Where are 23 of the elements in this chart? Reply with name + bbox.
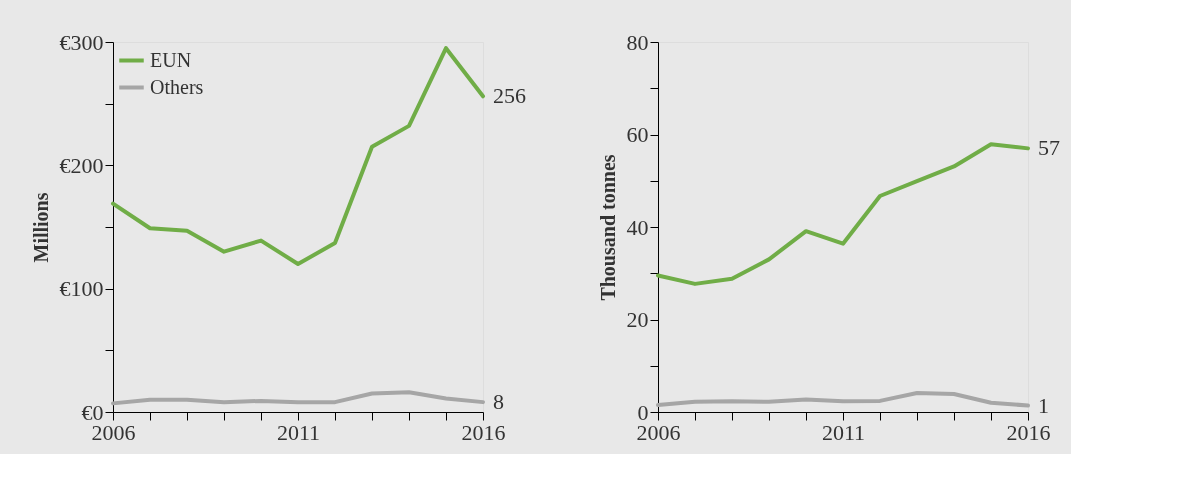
y-tick-label: €300	[59, 29, 104, 55]
data-label: 57	[1038, 135, 1060, 161]
line-series	[111, 390, 485, 406]
x-tick-label: 2016	[1006, 419, 1051, 445]
data-label: 1	[1038, 392, 1049, 418]
line-series	[656, 391, 1030, 408]
y-tick-label: €200	[59, 152, 104, 178]
y-tick-label: 60	[626, 122, 649, 147]
line-series	[656, 142, 1030, 286]
y-axis-title: Thousand tonnes	[596, 154, 619, 301]
y-tick-label: €100	[59, 276, 104, 302]
data-label: 256	[493, 83, 526, 109]
x-tick-label: 2011	[821, 419, 866, 445]
line-series	[111, 46, 485, 266]
data-label: 8	[493, 389, 504, 415]
y-tick-label: 20	[626, 307, 649, 332]
y-axis-title: Millions	[29, 192, 52, 263]
legend-label: Others	[150, 75, 204, 98]
y-tick-label: 80	[626, 29, 649, 55]
y-tick-label: 40	[626, 214, 649, 240]
x-tick-label: 2011	[276, 419, 321, 445]
legend-label: EUN	[150, 48, 192, 71]
x-tick-label: 2016	[461, 419, 506, 445]
